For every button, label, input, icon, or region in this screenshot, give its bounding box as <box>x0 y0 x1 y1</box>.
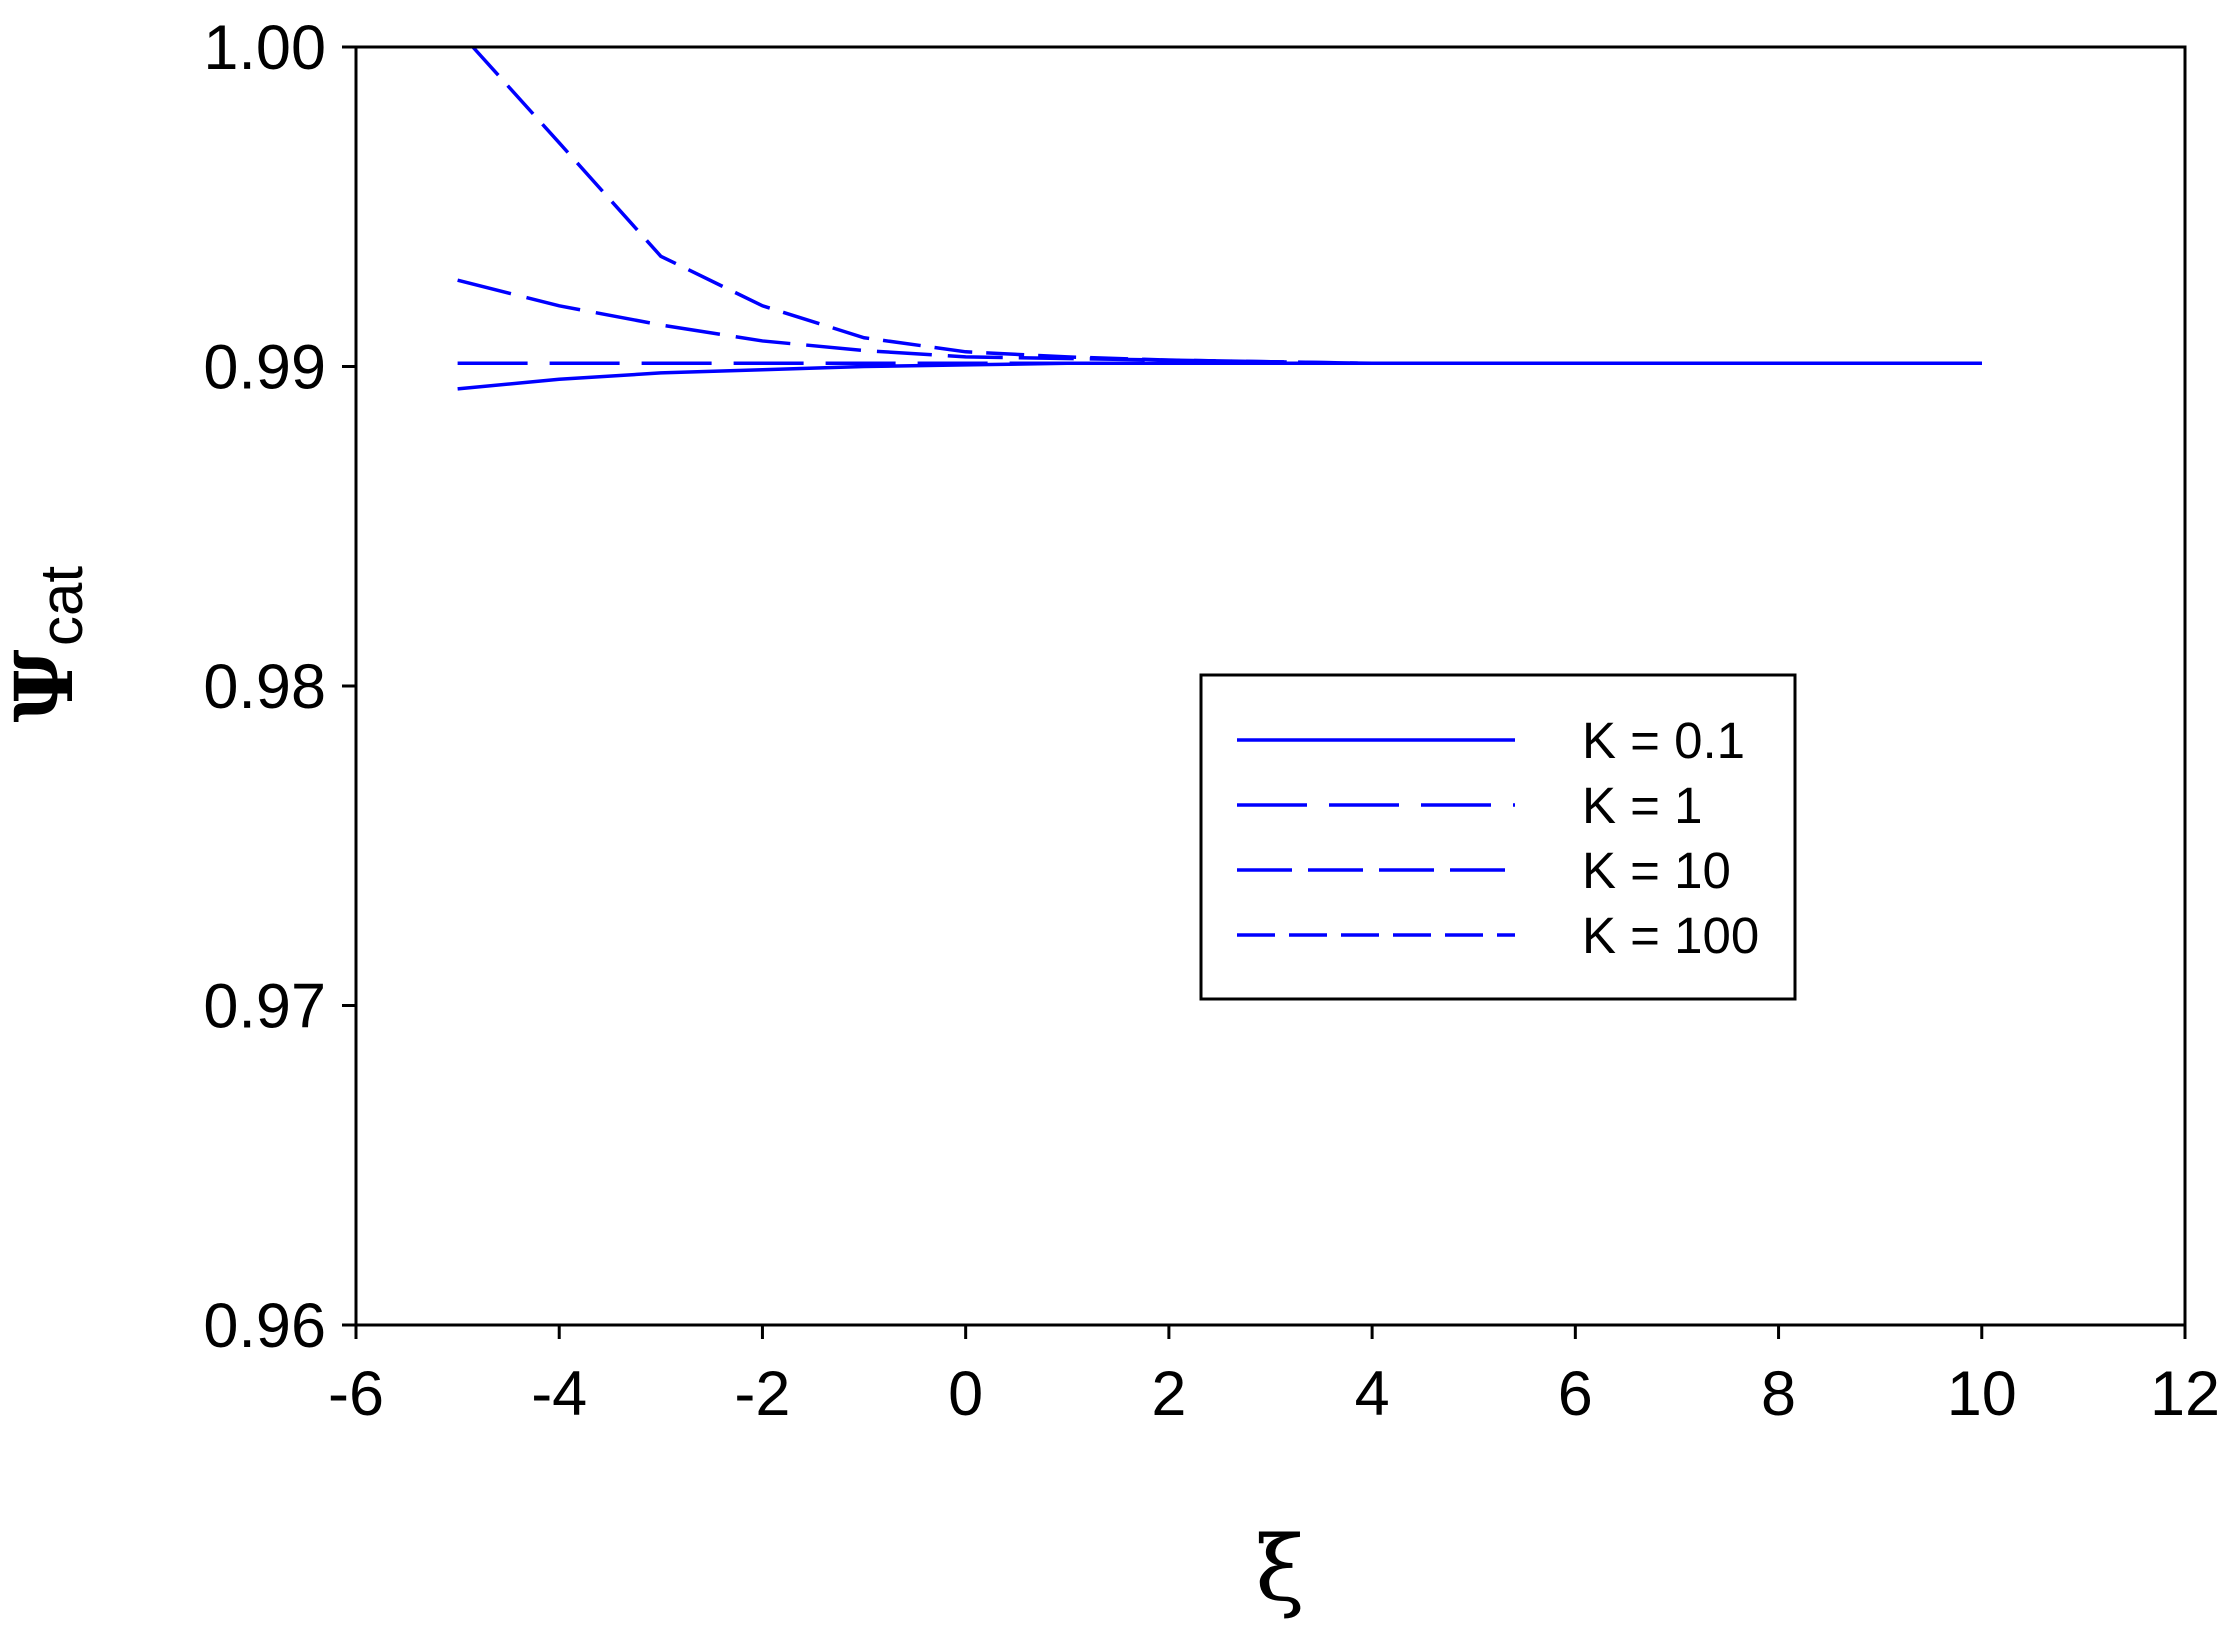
x-tick-label: -2 <box>734 1359 790 1429</box>
series-line <box>471 45 1982 366</box>
x-tick-label: 12 <box>2150 1359 2220 1429</box>
x-tick-label: -4 <box>531 1359 587 1429</box>
legend-label: K = 0.1 <box>1582 712 1745 769</box>
y-tick-label: 1.00 <box>203 13 326 83</box>
legend-label: K = 100 <box>1582 907 1759 964</box>
x-tick-label: 6 <box>1558 1359 1593 1429</box>
y-axis-label-subscript: cat <box>28 566 95 646</box>
legend-label: K = 1 <box>1582 777 1703 834</box>
x-tick-label: -6 <box>328 1359 384 1429</box>
x-axis-label: ξ <box>1255 1517 1305 1622</box>
x-tick-label: 4 <box>1355 1359 1390 1429</box>
y-tick-label: 0.98 <box>203 652 326 722</box>
x-tick-label: 8 <box>1761 1359 1796 1429</box>
plot-frame <box>354 45 2187 1327</box>
x-tick-label: 10 <box>1947 1359 2017 1429</box>
x-tick-label: 2 <box>1151 1359 1186 1429</box>
legend: K = 0.1 K = 1 K = 10 K = 100 <box>1199 673 1797 1001</box>
y-tick-label: 0.97 <box>203 972 326 1042</box>
y-axis-label-group: Ψ cat <box>0 566 95 723</box>
y-tick-label: 0.96 <box>203 1291 326 1361</box>
y-axis-label: Ψ <box>0 649 91 722</box>
legend-label: K = 10 <box>1582 842 1731 899</box>
legend-box <box>1199 673 1797 1001</box>
x-tick-label: 0 <box>948 1359 983 1429</box>
y-tick-label: 0.99 <box>203 333 326 403</box>
